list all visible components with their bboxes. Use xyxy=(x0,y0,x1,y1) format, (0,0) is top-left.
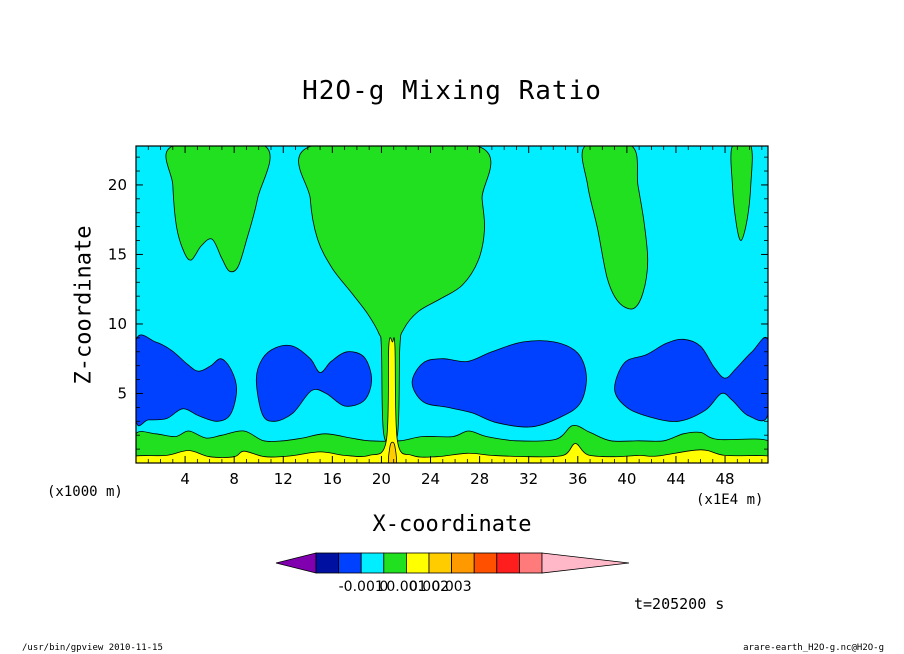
colorbar-under-triangle xyxy=(275,552,317,574)
x-tick-label: 36 xyxy=(568,470,587,488)
y-tick-label: 10 xyxy=(108,315,127,333)
x-tick-label: 24 xyxy=(421,470,440,488)
colorbar-label: 0.003 xyxy=(432,579,472,595)
x-tick-label: 16 xyxy=(323,470,342,488)
colorbar-box xyxy=(428,552,453,574)
plot-area xyxy=(136,146,768,463)
contour-region-surface-yellow-layer xyxy=(136,337,768,463)
colorbar-label: -0.001 xyxy=(339,579,384,595)
colorbar-label: 0.001 xyxy=(386,579,426,595)
x-unit-left-label: (x1000 m) xyxy=(47,484,123,500)
chart-title: H2O-g Mixing Ratio xyxy=(302,76,602,106)
x-tick-label: 28 xyxy=(470,470,489,488)
contour-region-lower-green-band xyxy=(136,424,768,463)
x-tick-label: 32 xyxy=(519,470,538,488)
contour-region-upper-green-plume-edge xyxy=(730,146,753,241)
x-tick-label: 40 xyxy=(617,470,636,488)
colorbar-box xyxy=(360,552,385,574)
x-tick-label: 48 xyxy=(716,470,735,488)
y-tick-label: 15 xyxy=(108,245,127,263)
colorbar-box xyxy=(473,552,498,574)
contour-region-blue-pocket-right xyxy=(614,336,768,422)
colorbar-box xyxy=(383,552,407,574)
x-tick-label: 12 xyxy=(274,470,293,488)
x-axis-label: X-coordinate xyxy=(372,512,532,537)
x-tick-label: 44 xyxy=(666,470,685,488)
contour-region-blue-pocket-center-right xyxy=(411,340,587,428)
colorbar-box xyxy=(496,552,520,574)
x-tick-label: 8 xyxy=(229,470,239,488)
y-tick-label: 5 xyxy=(117,384,127,402)
plot-frame xyxy=(135,145,769,464)
contour-regions xyxy=(136,146,768,463)
contour-region-surface-orange-spot xyxy=(388,441,397,463)
colorbar-box xyxy=(519,552,543,574)
time-label: t=205200 s xyxy=(634,595,725,613)
contour-region-blue-band-left xyxy=(136,334,237,427)
colorbar-label: 0 xyxy=(379,579,388,595)
contour-region-central-green-column xyxy=(298,146,492,447)
colorbar-box xyxy=(338,552,362,574)
colorbar-label: 0.002 xyxy=(409,579,449,595)
y-tick-label: 20 xyxy=(108,176,127,194)
contour-region-upper-green-plume-right xyxy=(581,146,649,310)
x-tick-label: 4 xyxy=(180,470,190,488)
colorbar-box xyxy=(315,552,340,574)
colorbar-box xyxy=(451,552,475,574)
contour-region-blue-pocket-middle-left xyxy=(255,344,372,422)
colorbar-box xyxy=(405,552,430,574)
x-unit-right-label: (x1E4 m) xyxy=(696,492,764,508)
footer-left: /usr/bin/gpview 2010-11-15 xyxy=(22,643,163,653)
x-tick-label: 20 xyxy=(372,470,391,488)
contour-region-upper-green-plume-left xyxy=(165,146,271,273)
footer-right: arare-earth_H2O-g.nc@H2O-g xyxy=(743,643,884,653)
colorbar-over-triangle xyxy=(541,552,630,574)
